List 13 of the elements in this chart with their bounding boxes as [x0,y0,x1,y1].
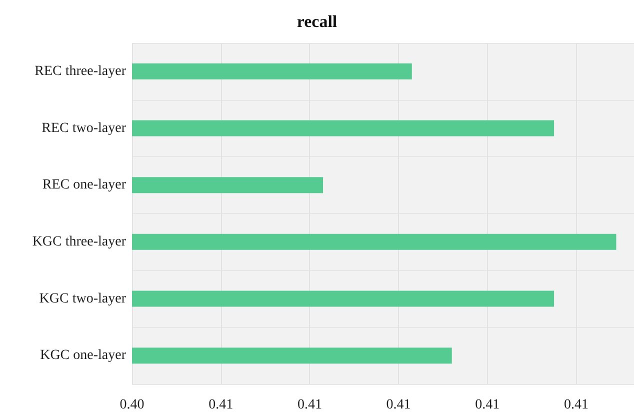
y-tick-label: REC one-layer [42,178,126,193]
y-tick-label: KGC one-layer [40,348,126,364]
x-tick-label: 0.41 [208,398,234,412]
x-tick-label: 0.40 [120,398,144,412]
chart-title: recall [296,12,338,31]
x-tick-label: 0.41 [475,398,500,412]
y-tick-label: REC three-layer [34,64,126,79]
y-tick-label: REC two-layer [42,120,126,136]
x-tick-label: 0.41 [386,398,411,412]
x-tick-label: 0.41 [297,398,322,412]
x-tick-label: 0.41 [564,398,588,412]
y-tick-label: KGC three-layer [32,234,126,250]
y-tick-label: KGC two-layer [39,291,126,306]
